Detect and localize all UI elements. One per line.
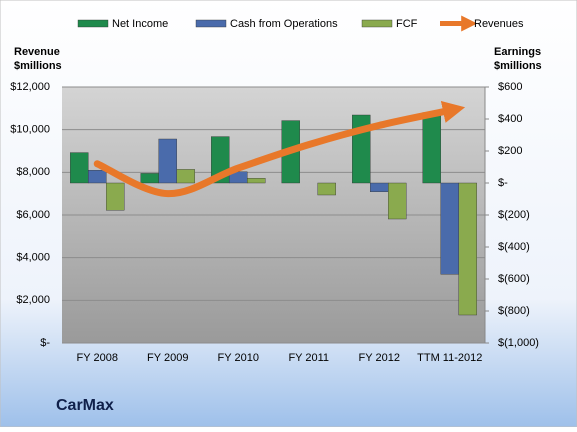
y2-tick-label: $(200) bbox=[498, 209, 530, 221]
bar bbox=[70, 152, 89, 184]
y2-tick-label: $(800) bbox=[498, 305, 530, 317]
legend-swatch bbox=[77, 19, 109, 28]
y2-tick-label: $(400) bbox=[498, 241, 530, 253]
bar bbox=[247, 177, 266, 184]
legend-label: Revenues bbox=[474, 18, 524, 30]
bar bbox=[140, 173, 159, 184]
y2-tick-label: $(1,000) bbox=[498, 337, 539, 349]
legend-swatch bbox=[361, 19, 393, 28]
y-tick-label: $6,000 bbox=[16, 209, 50, 221]
x-tick-label: TTM 11-2012 bbox=[417, 352, 482, 364]
bar bbox=[158, 138, 177, 184]
x-tick-label: FY 2011 bbox=[288, 352, 329, 364]
y2-tick-label: $600 bbox=[498, 81, 522, 93]
y2-tick-label: $- bbox=[498, 177, 508, 189]
y2-axis-label: Earnings bbox=[494, 46, 541, 58]
y-tick-label: $10,000 bbox=[10, 124, 50, 136]
bar bbox=[458, 182, 477, 316]
legend-label: FCF bbox=[396, 18, 418, 30]
line bbox=[93, 100, 466, 198]
y2-tick-label: $200 bbox=[498, 145, 522, 157]
bar bbox=[106, 182, 125, 211]
y-tick-label: $8,000 bbox=[16, 166, 50, 178]
x-tick-label: FY 2008 bbox=[77, 352, 118, 364]
bar bbox=[88, 169, 107, 184]
legend-swatch bbox=[195, 19, 227, 28]
bar bbox=[422, 112, 441, 184]
bar bbox=[229, 171, 248, 184]
y-tick-label: $2,000 bbox=[16, 294, 50, 306]
bar bbox=[370, 182, 389, 193]
y2-axis-label: $millions bbox=[494, 60, 542, 72]
legend-label: Cash from Operations bbox=[230, 18, 338, 30]
y-tick-label: $4,000 bbox=[16, 252, 50, 264]
x-tick-label: FY 2010 bbox=[218, 352, 259, 364]
x-tick-label: FY 2012 bbox=[359, 352, 400, 364]
y2-tick-label: $400 bbox=[498, 113, 522, 125]
y-axis-label: $millions bbox=[14, 60, 62, 72]
bar bbox=[388, 182, 407, 220]
legend-label: Net Income bbox=[112, 18, 168, 30]
y2-tick-label: $(600) bbox=[498, 273, 530, 285]
y-axis-label: Revenue bbox=[14, 46, 60, 58]
y-tick-label: $- bbox=[40, 337, 50, 349]
bar bbox=[440, 182, 459, 275]
bar bbox=[176, 169, 195, 184]
y-tick-label: $12,000 bbox=[10, 81, 50, 93]
chart-title: CarMax bbox=[56, 397, 114, 414]
bar bbox=[317, 182, 336, 196]
x-tick-label: FY 2009 bbox=[147, 352, 188, 364]
